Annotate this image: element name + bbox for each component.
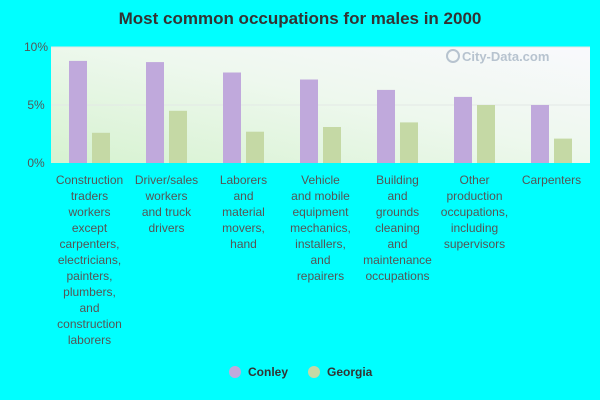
x-tick-label-line: construction [57, 317, 122, 331]
bar-georgia-5 [477, 105, 495, 163]
bars [69, 60, 572, 163]
x-tick-label-line: Carpenters [522, 173, 581, 187]
legend-swatch-georgia [308, 366, 320, 378]
bar-georgia-2 [246, 131, 264, 163]
x-tick-label-line: workers [144, 189, 187, 203]
x-tick-label-line: and [79, 301, 99, 315]
bar-georgia-0 [92, 132, 110, 163]
bar-conley-1 [146, 62, 164, 163]
x-tick-label-line: production [446, 189, 502, 203]
x-tick-label-line: electricians, [58, 253, 121, 267]
x-tick-label-line: except [72, 221, 108, 235]
watermark-icon [446, 49, 460, 63]
y-axis: 0% 5% 10% [24, 40, 48, 170]
bar-georgia-6 [554, 138, 572, 163]
x-tick-label-line: painters, [66, 269, 112, 283]
x-tick-label: Vehicle and mobile equipment mechanics, inst… [290, 173, 351, 283]
x-tick-label-line: and [233, 189, 253, 203]
x-tick-label-line: maintenance [363, 253, 432, 267]
x-tick-label-line: and [387, 189, 407, 203]
bar-conley-5 [454, 96, 472, 163]
x-tick-label-line: drivers [148, 221, 184, 235]
bar-georgia-4 [400, 122, 418, 163]
bar-georgia-3 [323, 127, 341, 163]
y-tick-label: 0% [27, 156, 45, 170]
x-tick-label-line: Laborers [220, 173, 267, 187]
x-tick-label-line: grounds [376, 205, 419, 219]
x-tick-label: Driver/sales workers and truck drivers [135, 173, 198, 235]
x-tick-label: Building and grounds cleaning and maintenance… [363, 173, 432, 283]
x-tick-label-line: Driver/sales [135, 173, 198, 187]
x-tick-label-line: Vehicle [301, 173, 340, 187]
legend-label-georgia: Georgia [327, 365, 373, 379]
x-tick-label-line: laborers [68, 333, 111, 347]
x-tick-label-line: Other [459, 173, 489, 187]
x-tick-label-line: and [310, 253, 330, 267]
x-tick-label-line: occupations [365, 269, 429, 283]
x-tick-label-line: and truck [142, 205, 192, 219]
x-tick-label-line: and [387, 237, 407, 251]
x-tick-label-line: cleaning [375, 221, 420, 235]
x-tick-label-line: workers [67, 205, 110, 219]
x-tick-label-line: material [222, 205, 265, 219]
x-tick-label-line: Building [376, 173, 419, 187]
chart-title: Most common occupations for males in 200… [119, 9, 482, 28]
x-tick-label-line: installers, [295, 237, 346, 251]
x-tick-label-line: plumbers, [63, 285, 116, 299]
legend: Conley Georgia [229, 365, 373, 379]
x-tick-label-line: equipment [292, 205, 349, 219]
x-tick-label-line: occupations, [441, 205, 508, 219]
x-tick-label-line: mechanics, [290, 221, 351, 235]
x-tick-label-line: hand [230, 237, 257, 251]
bar-conley-2 [223, 72, 241, 163]
bar-conley-6 [531, 105, 549, 163]
x-tick-label: Carpenters [522, 173, 581, 187]
x-tick-label: Laborers and material movers, hand [220, 173, 267, 251]
bar-conley-4 [377, 89, 395, 163]
x-tick-label-line: and mobile [291, 189, 350, 203]
x-tick-label-line: supervisors [444, 237, 505, 251]
bar-georgia-1 [169, 110, 187, 163]
x-tick-label-line: including [451, 221, 498, 235]
x-tick-label-line: carpenters, [59, 237, 119, 251]
x-tick-label: Construction traders workers except carpente… [56, 173, 123, 347]
x-tick-label-line: movers, [222, 221, 265, 235]
y-tick-label: 5% [27, 98, 45, 112]
x-axis: Construction traders workers except carpente… [56, 173, 581, 347]
y-tick-label: 10% [24, 40, 48, 54]
watermark-text: City-Data.com [462, 49, 549, 64]
x-tick-label-line: Construction [56, 173, 123, 187]
x-tick-label-line: repairers [297, 269, 344, 283]
watermark: City-Data.com [446, 49, 549, 64]
bar-conley-0 [69, 60, 87, 163]
x-tick-label-line: traders [71, 189, 108, 203]
x-tick-label: Other production occupations, including supe… [441, 173, 508, 251]
gridlines [51, 46, 590, 106]
legend-swatch-conley [229, 366, 241, 378]
bar-conley-3 [300, 79, 318, 163]
legend-label-conley: Conley [248, 365, 288, 379]
